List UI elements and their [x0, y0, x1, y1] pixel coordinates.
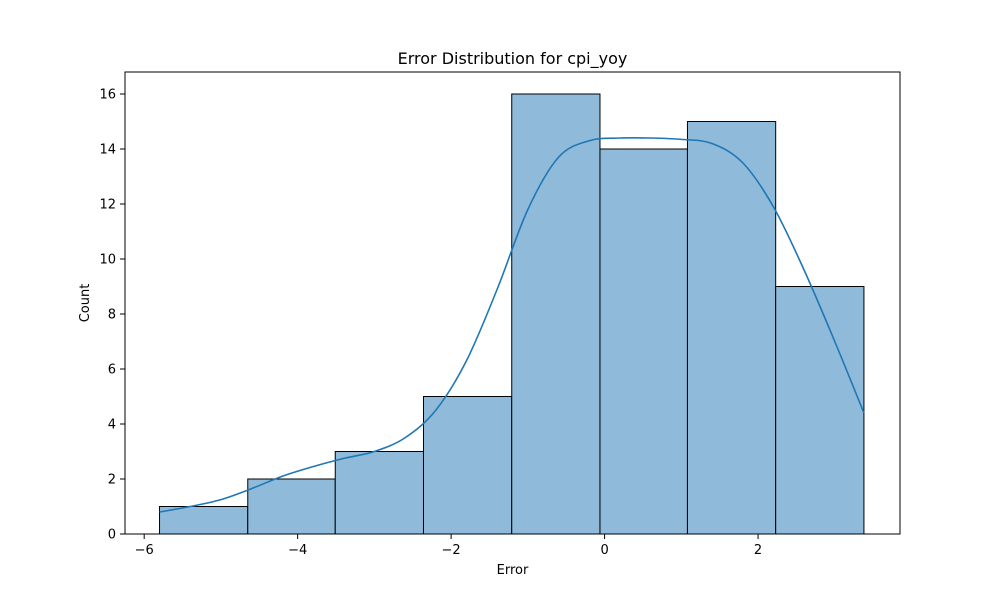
histogram-bar-7 [775, 286, 865, 535]
x-axis-label: Error [497, 563, 529, 578]
histogram-bar-3 [422, 396, 513, 535]
y-tick-label: 14 [99, 143, 116, 158]
kde-curve [159, 136, 865, 513]
y-tick-label: 16 [99, 88, 116, 103]
y-tick-label: 4 [108, 418, 116, 433]
y-tick-label: 6 [108, 363, 116, 378]
y-axis-ticks: 0 2 4 6 8 10 12 14 16 [99, 88, 125, 543]
histogram-bar-0 [159, 506, 249, 535]
y-tick-label: 12 [99, 198, 116, 213]
y-tick-label: 10 [99, 253, 116, 268]
histogram-bar-6 [686, 121, 777, 535]
y-tick-label: 2 [108, 473, 116, 488]
x-tick-label: −6 [135, 543, 154, 558]
histogram-bar-1 [247, 478, 336, 535]
y-tick-label: 8 [108, 308, 116, 323]
x-tick-label: 0 [600, 543, 608, 558]
chart-title: Error Distribution for cpi_yoy [398, 49, 628, 69]
y-axis-label: Count [78, 284, 93, 323]
histogram-bar-4 [511, 93, 601, 535]
plot-frame [124, 71, 901, 535]
x-tick-label: −4 [288, 543, 307, 558]
histogram-bar-5 [599, 148, 688, 535]
x-tick-label: −2 [442, 543, 461, 558]
x-axis-ticks: −6 −4 −2 0 2 [135, 534, 762, 558]
histogram-bars [159, 93, 865, 535]
histogram-bar-2 [334, 451, 424, 535]
x-tick-label: 2 [754, 543, 762, 558]
y-tick-label: 0 [108, 528, 116, 543]
